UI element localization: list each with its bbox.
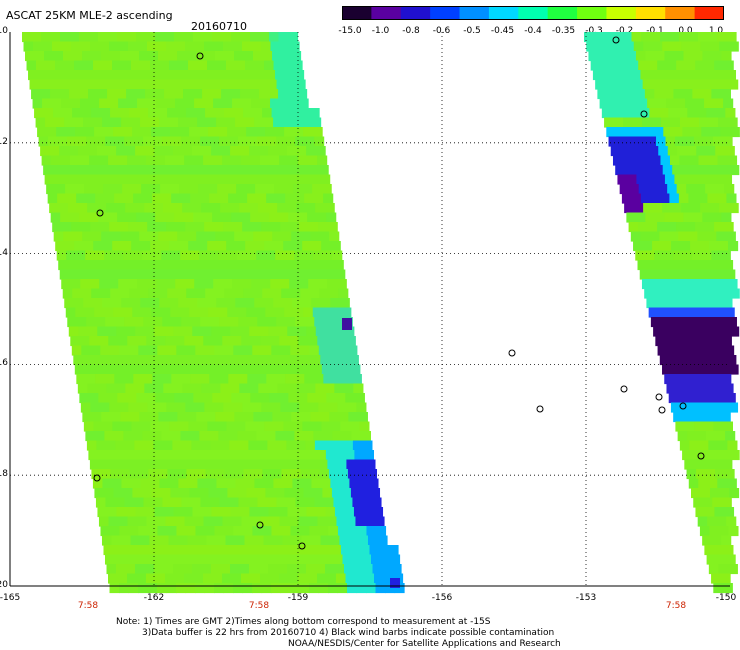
map-title: ASCAT 25KM MLE-2 ascending	[6, 9, 173, 22]
colorbar-segment	[635, 6, 666, 20]
colorbar-segment	[400, 6, 431, 20]
island-outline	[658, 406, 666, 414]
footer-note-3: NOAA/NESDIS/Center for Satellite Applica…	[288, 639, 561, 649]
y-tick-label: -14	[0, 247, 8, 258]
colorbar-segment	[371, 6, 402, 20]
colorbar-segment	[694, 6, 724, 20]
lat-lon-grid	[9, 32, 730, 587]
colorbar-tick-label: -0.5	[463, 26, 481, 36]
y-tick-label: -18	[0, 469, 8, 480]
island-outline	[536, 405, 544, 413]
colorbar-segment	[430, 6, 461, 20]
colorbar-segment	[459, 6, 490, 20]
colorbar-tick-label: 0.0	[678, 26, 693, 36]
y-tick-label: -10	[0, 26, 8, 36]
y-tick-label: -16	[0, 358, 8, 369]
colorbar-tick-label: -1.0	[371, 26, 390, 36]
colorbar-tick-label: -0.8	[402, 26, 420, 36]
footer-note-1: Note: 1) Times are GMT 2)Times along bot…	[116, 617, 491, 627]
colorbar-tick-label: -0.1	[646, 26, 664, 36]
colorbar-segment	[488, 6, 519, 20]
x-tick-label: -150	[715, 593, 737, 603]
x-tick-label: -153	[575, 593, 597, 603]
x-tick-label: -165	[0, 593, 21, 603]
map-date: 20160710	[191, 20, 247, 33]
island-outline	[196, 52, 204, 60]
swath-left	[22, 32, 405, 594]
colorbar-tick-label: -0.4	[524, 26, 542, 36]
island-outline	[612, 36, 620, 44]
x-tick-label: -156	[431, 593, 453, 603]
colorbar-segment	[342, 6, 372, 20]
y-tick-label: -20	[0, 580, 8, 590]
colorbar-segment	[577, 6, 607, 20]
island-outline	[697, 452, 705, 460]
time-label: 7:58	[665, 601, 687, 611]
footer-note-2: 3)Data buffer is 22 hrs from 20160710 4)…	[142, 628, 555, 638]
colorbar-segment	[547, 6, 578, 20]
swath-right	[584, 32, 740, 594]
island-outline	[96, 209, 104, 217]
island-outline	[655, 393, 663, 401]
colorbar-segment	[665, 6, 696, 20]
y-tick-label: -12	[0, 136, 8, 147]
island-outline	[93, 474, 101, 482]
colorbar-tick-label: -15.0	[338, 26, 362, 36]
colorbar	[342, 6, 724, 20]
colorbar-segment	[606, 6, 637, 20]
island-outline	[298, 542, 306, 550]
x-tick-label: -159	[287, 593, 309, 603]
colorbar-tick-label: -0.2	[615, 26, 634, 36]
island-outline	[640, 110, 648, 118]
colorbar-tick-label: -0.45	[490, 26, 515, 36]
island-outline	[508, 349, 516, 357]
colorbar-tick-label: -0.6	[432, 26, 451, 36]
island-outline	[256, 521, 264, 529]
time-label: 7:58	[248, 601, 270, 611]
time-label: 7:58	[77, 601, 99, 611]
island-outline	[679, 402, 687, 410]
colorbar-tick-label: -0.35	[551, 26, 576, 36]
colorbar-tick-label: 1.0	[708, 26, 724, 36]
colorbar-segment	[518, 6, 549, 20]
colorbar-tick-label: -0.3	[585, 26, 603, 36]
x-tick-label: -162	[143, 593, 165, 603]
island-outline	[620, 385, 628, 393]
